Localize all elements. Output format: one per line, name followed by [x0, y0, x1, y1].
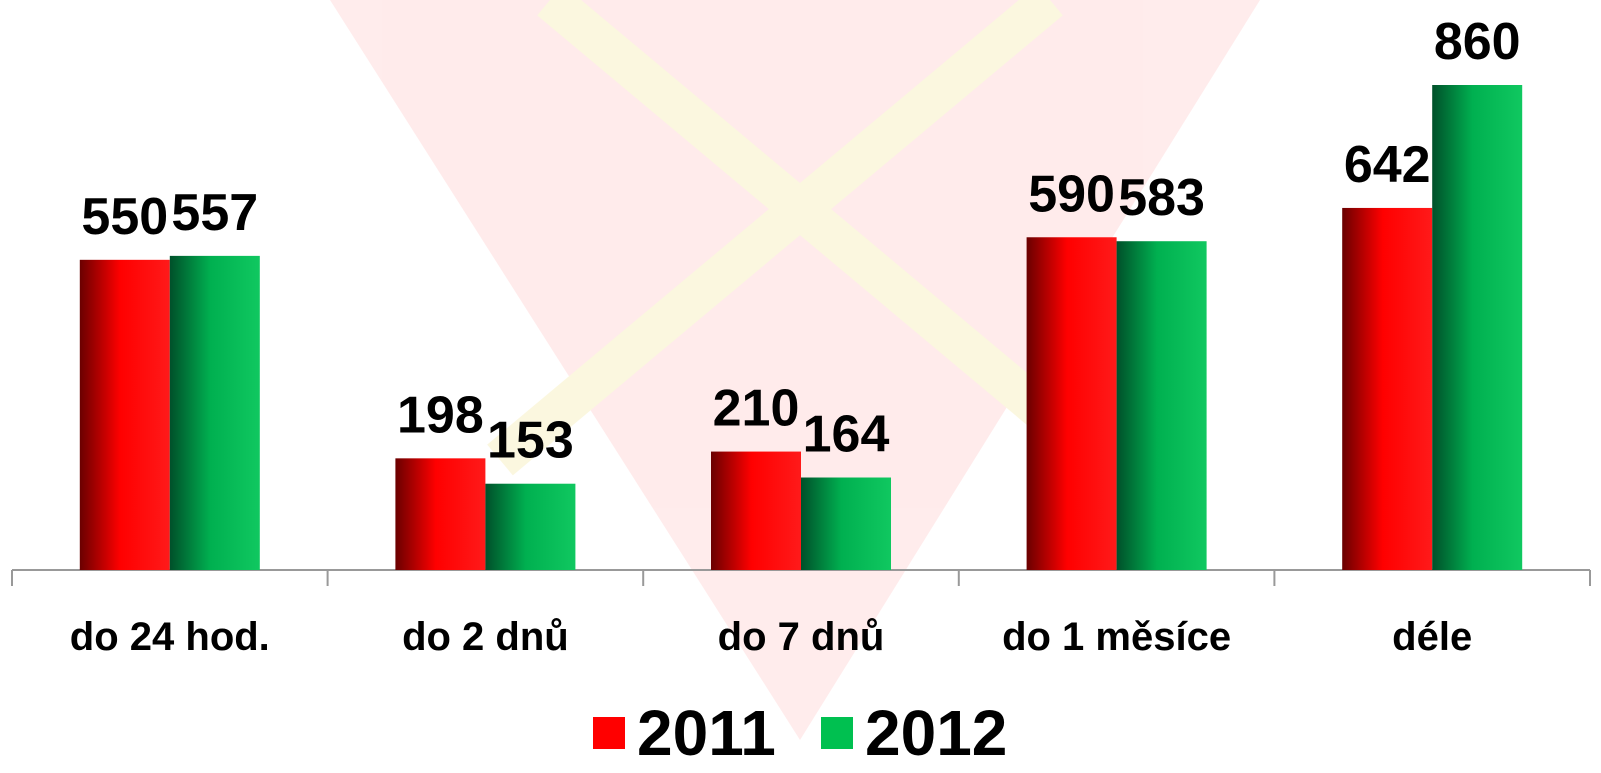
bar — [1026, 237, 1117, 570]
bar — [1342, 207, 1433, 570]
value-label: 550 — [81, 188, 168, 246]
x-tick-label: do 1 měsíce — [1002, 615, 1231, 659]
legend-label: 2011 — [637, 697, 776, 769]
legend-label: 2012 — [865, 697, 1007, 769]
bar — [169, 255, 260, 570]
bar — [801, 477, 891, 570]
legend-swatch — [593, 717, 625, 749]
bar — [485, 483, 576, 570]
x-tick-label: do 2 dnů — [402, 615, 569, 659]
value-label: 198 — [397, 386, 484, 444]
x-tick-label: déle — [1392, 615, 1472, 659]
bar — [79, 259, 170, 570]
value-label: 210 — [713, 380, 800, 438]
value-label: 642 — [1344, 136, 1431, 194]
bar — [711, 451, 801, 570]
x-tick-label: do 24 hod. — [70, 615, 270, 659]
value-label: 860 — [1434, 13, 1521, 71]
watermark — [330, 0, 1260, 740]
value-label: 153 — [487, 412, 574, 470]
value-label: 583 — [1118, 169, 1205, 227]
value-label: 590 — [1028, 165, 1115, 223]
value-label: 557 — [171, 184, 258, 242]
bar — [395, 458, 486, 570]
legend-swatch — [821, 717, 853, 749]
bar — [1432, 85, 1523, 570]
x-tick-label: do 7 dnů — [718, 615, 885, 659]
bar — [1116, 241, 1207, 570]
value-label: 164 — [803, 406, 890, 464]
